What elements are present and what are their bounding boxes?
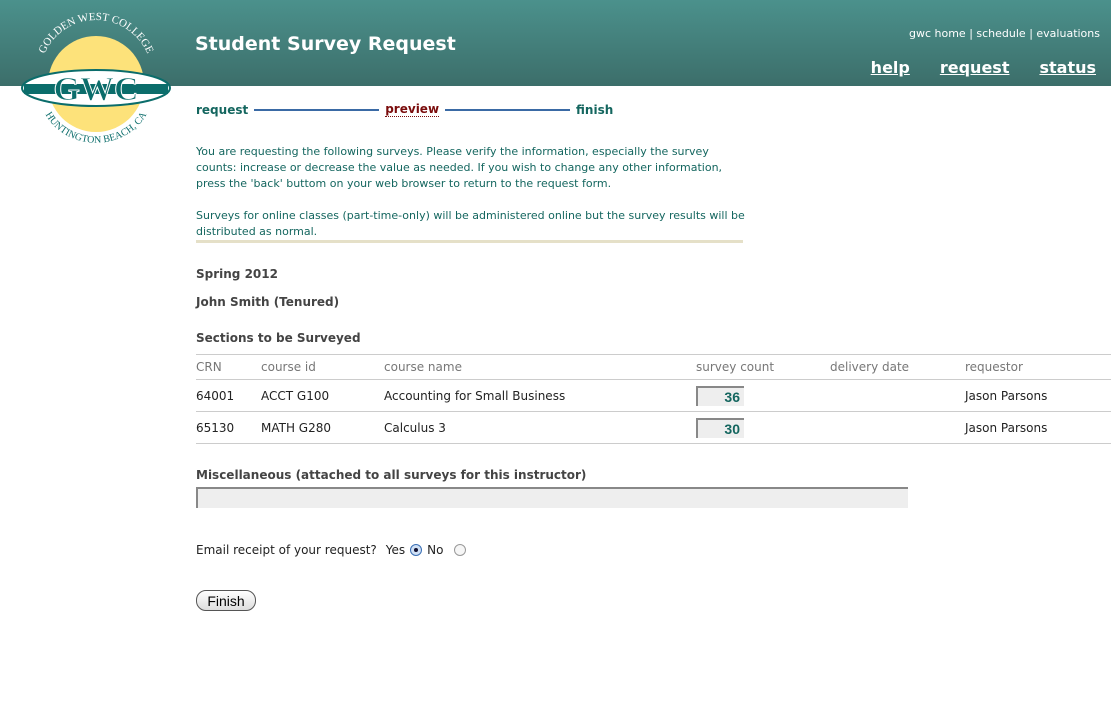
term: Spring 2012 xyxy=(196,267,278,281)
course-id: MATH G280 xyxy=(261,411,384,444)
evaluations-link[interactable]: evaluations xyxy=(1036,27,1100,40)
step-request: request xyxy=(196,102,249,117)
yes-radio[interactable] xyxy=(410,544,423,556)
requestor: Jason Parsons xyxy=(965,379,1111,412)
col-course-id: course id xyxy=(261,354,384,380)
course-id: ACCT G100 xyxy=(261,379,384,412)
col-course-name: course name xyxy=(384,354,696,380)
crn: 64001 xyxy=(196,379,261,412)
email-question: Email receipt of your request? xyxy=(196,543,377,557)
request-link[interactable]: request xyxy=(939,58,1010,77)
course-name: Calculus 3 xyxy=(384,411,696,444)
svg-text:GWC: GWC xyxy=(54,71,139,108)
page-title: Student Survey Request xyxy=(195,33,456,55)
no-label: No xyxy=(427,543,444,557)
survey-count-input[interactable] xyxy=(696,385,744,406)
main-nav: help request status xyxy=(841,58,1096,77)
email-receipt: Email receipt of your request? Yes No xyxy=(196,543,467,557)
instructor: John Smith (Tenured) xyxy=(196,295,340,309)
yes-label: Yes xyxy=(385,543,406,557)
step-divider xyxy=(254,108,380,111)
top-links: gwc home | schedule | evaluations xyxy=(908,27,1100,40)
misc-label: Miscellaneous (attached to all surveys f… xyxy=(196,468,587,482)
delivery-date xyxy=(830,411,965,444)
progress-steps: request preview finish xyxy=(196,102,613,117)
table-header: CRN course id course name survey count d… xyxy=(196,354,1111,380)
instructions-online: Surveys for online classes (part-time-on… xyxy=(196,209,745,238)
divider xyxy=(196,240,743,243)
col-crn: CRN xyxy=(196,354,261,380)
col-requestor: requestor xyxy=(965,354,1111,380)
table-row: 64001 ACCT G100 Accounting for Small Bus… xyxy=(196,379,1111,412)
status-link[interactable]: status xyxy=(1039,58,1096,77)
schedule-link[interactable]: schedule xyxy=(976,27,1026,40)
gwc-home-link[interactable]: gwc home xyxy=(908,27,966,40)
misc-input[interactable] xyxy=(196,487,908,508)
crn: 65130 xyxy=(196,411,261,444)
sections-title: Sections to be Surveyed xyxy=(196,331,361,345)
help-link[interactable]: help xyxy=(870,58,910,77)
step-finish: finish xyxy=(576,102,614,117)
col-delivery-date: delivery date xyxy=(830,354,965,380)
sections-table: CRN course id course name survey count d… xyxy=(196,354,1111,444)
finish-button[interactable]: Finish xyxy=(196,590,256,611)
table-row: 65130 MATH G280 Calculus 3 Jason Parsons xyxy=(196,411,1111,444)
header: Student Survey Request gwc home | schedu… xyxy=(0,0,1111,86)
col-survey-count: survey count xyxy=(696,354,830,380)
delivery-date xyxy=(830,379,965,412)
no-radio[interactable] xyxy=(454,544,467,556)
step-preview: preview xyxy=(385,102,440,117)
instructions-verify: You are requesting the following surveys… xyxy=(196,145,723,190)
instructions: You are requesting the following surveys… xyxy=(196,144,746,240)
step-divider xyxy=(445,108,571,111)
survey-count-input[interactable] xyxy=(696,417,744,438)
gwc-logo: GWC GOLDEN WEST COLLEGE HUNTINGTON BEACH… xyxy=(21,12,171,146)
requestor: Jason Parsons xyxy=(965,411,1111,444)
course-name: Accounting for Small Business xyxy=(384,379,696,412)
